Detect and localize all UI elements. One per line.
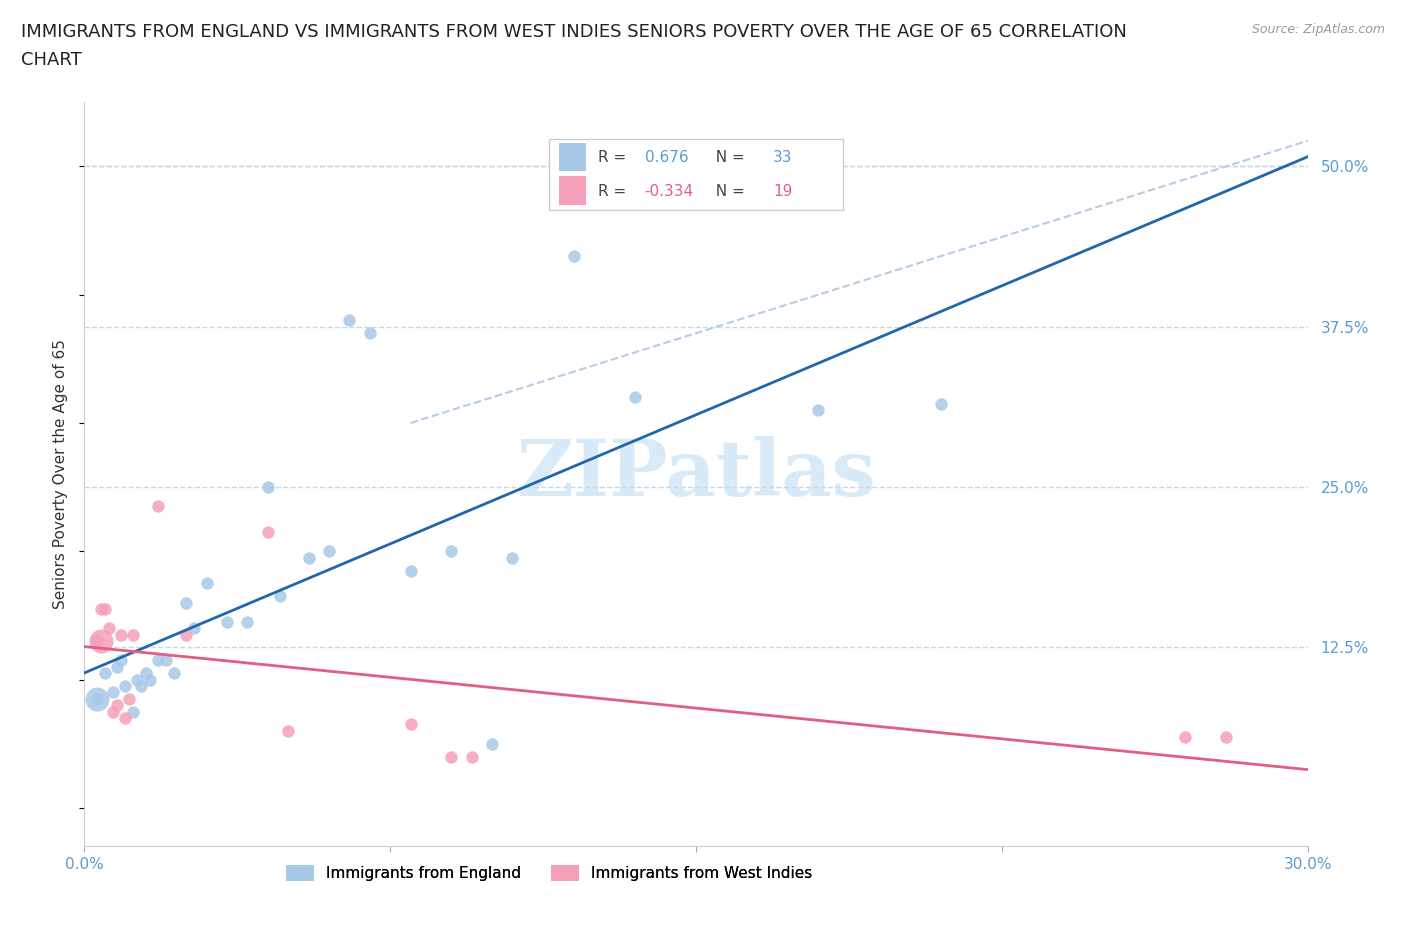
Point xyxy=(277,724,299,738)
Point xyxy=(93,602,115,617)
Point xyxy=(127,672,149,687)
Point xyxy=(1215,730,1237,745)
Point xyxy=(929,396,952,411)
Point xyxy=(110,653,132,668)
Point xyxy=(257,525,280,539)
Point xyxy=(122,627,145,642)
Point xyxy=(236,615,259,630)
Point xyxy=(298,551,321,565)
Point xyxy=(1174,730,1197,745)
Y-axis label: Seniors Poverty Over the Age of 65: Seniors Poverty Over the Age of 65 xyxy=(53,339,69,609)
Text: 0.676: 0.676 xyxy=(644,151,688,166)
FancyBboxPatch shape xyxy=(560,143,586,171)
Point xyxy=(339,312,361,327)
Point xyxy=(461,749,484,764)
Point xyxy=(118,691,141,706)
Point xyxy=(155,653,177,668)
Point xyxy=(183,621,205,636)
Point xyxy=(624,390,647,405)
Point xyxy=(122,704,145,719)
Point xyxy=(101,684,124,699)
Point xyxy=(105,659,128,674)
Point xyxy=(174,595,197,610)
Point xyxy=(86,691,108,706)
Text: Source: ZipAtlas.com: Source: ZipAtlas.com xyxy=(1251,23,1385,36)
Point xyxy=(440,544,463,559)
Text: CHART: CHART xyxy=(21,51,82,69)
Point xyxy=(93,666,115,681)
Point xyxy=(146,498,169,513)
Text: IMMIGRANTS FROM ENGLAND VS IMMIGRANTS FROM WEST INDIES SENIORS POVERTY OVER THE : IMMIGRANTS FROM ENGLAND VS IMMIGRANTS FR… xyxy=(21,23,1128,41)
Point xyxy=(114,711,136,725)
Point xyxy=(269,589,291,604)
Point xyxy=(110,627,132,642)
Text: N =: N = xyxy=(706,151,749,166)
Point xyxy=(105,698,128,712)
Legend: Immigrants from England, Immigrants from West Indies: Immigrants from England, Immigrants from… xyxy=(280,858,818,887)
Text: N =: N = xyxy=(706,184,749,199)
Point xyxy=(807,403,830,418)
Point xyxy=(359,326,381,340)
Point xyxy=(502,551,524,565)
Text: R =: R = xyxy=(598,184,631,199)
Text: R =: R = xyxy=(598,151,631,166)
Point xyxy=(399,563,422,578)
Point xyxy=(163,666,186,681)
Text: ZIPatlas: ZIPatlas xyxy=(516,436,876,512)
Point xyxy=(131,679,153,694)
Point xyxy=(90,633,112,648)
FancyBboxPatch shape xyxy=(550,140,842,210)
Point xyxy=(195,576,218,591)
Point xyxy=(217,615,239,630)
Point xyxy=(399,717,422,732)
Point xyxy=(174,627,197,642)
Point xyxy=(90,602,112,617)
Point xyxy=(440,749,463,764)
Point xyxy=(114,679,136,694)
Point xyxy=(135,666,157,681)
Text: 33: 33 xyxy=(773,151,793,166)
Point xyxy=(481,737,503,751)
Point xyxy=(257,480,280,495)
Point xyxy=(86,691,108,706)
Point xyxy=(101,704,124,719)
Point xyxy=(97,621,120,636)
Text: -0.334: -0.334 xyxy=(644,184,693,199)
Point xyxy=(146,653,169,668)
Point xyxy=(138,672,160,687)
Point xyxy=(318,544,340,559)
FancyBboxPatch shape xyxy=(560,177,586,205)
Point xyxy=(86,633,108,648)
Point xyxy=(562,249,585,264)
Text: 19: 19 xyxy=(773,184,793,199)
